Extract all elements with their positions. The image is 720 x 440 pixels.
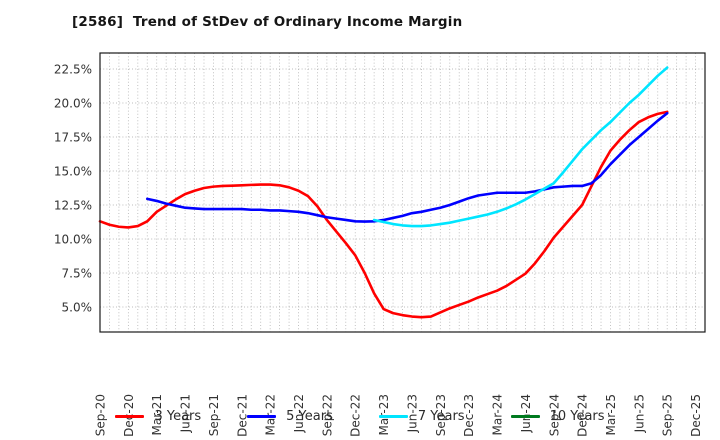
svg-text:20.0%: 20.0%: [54, 97, 92, 111]
svg-text:Jun-21: Jun-21: [179, 394, 193, 433]
chart-title: [2586] Trend of StDev of Ordinary Income…: [72, 14, 463, 30]
svg-text:Jun-25: Jun-25: [632, 394, 646, 433]
series-lines: [98, 66, 669, 319]
svg-text:Dec-25: Dec-25: [689, 394, 703, 437]
legend-item-7-years: 7 Years: [378, 408, 465, 424]
svg-text:Dec-21: Dec-21: [235, 394, 249, 437]
legend-line-swatch-icon: [247, 414, 277, 418]
y-tick-labels: 5.0% 7.5% 10.0% 12.5% 15.0% 17.5% 20.0% 22.5%: [54, 63, 92, 315]
x-gridlines: [109, 53, 696, 332]
svg-text:Sep-21: Sep-21: [207, 394, 221, 436]
svg-text:Sep-25: Sep-25: [661, 394, 675, 436]
legend-item-5-years: 5 Years: [247, 409, 333, 424]
svg-text:Sep-22: Sep-22: [320, 394, 334, 436]
series-line-5-years: [145, 111, 669, 223]
legend-label: 5 Years: [286, 408, 333, 424]
legend-item-3-years: 3 Years: [115, 409, 201, 424]
svg-text:Sep-23: Sep-23: [434, 394, 448, 436]
svg-text:Dec-23: Dec-23: [462, 394, 476, 437]
svg-text:7.5%: 7.5%: [62, 267, 93, 281]
svg-text:15.0%: 15.0%: [54, 165, 92, 179]
svg-text:10.0%: 10.0%: [54, 233, 92, 247]
legend-label: 10 Years: [549, 408, 605, 424]
svg-text:Mar-24: Mar-24: [491, 394, 505, 435]
svg-text:Mar-21: Mar-21: [150, 394, 164, 435]
svg-text:Jun-24: Jun-24: [519, 394, 533, 433]
x-tick-labels: Sep-20Dec-20Mar-21Jun-21Sep-21Dec-21Mar-…: [94, 394, 704, 437]
svg-text:22.5%: 22.5%: [54, 63, 92, 77]
svg-text:Jun-22: Jun-22: [292, 394, 306, 433]
svg-text:Mar-25: Mar-25: [604, 394, 618, 435]
legend-label: 7 Years: [417, 408, 465, 424]
svg-text:Jun-23: Jun-23: [405, 394, 419, 433]
svg-text:Sep-20: Sep-20: [94, 394, 108, 436]
svg-text:12.5%: 12.5%: [54, 199, 92, 213]
svg-text:5.0%: 5.0%: [62, 301, 93, 315]
legend-label: 3 Years: [154, 408, 202, 424]
legend-line-swatch-icon: [378, 414, 408, 418]
legend-line-swatch-icon: [510, 414, 540, 418]
svg-text:Dec-24: Dec-24: [576, 394, 590, 437]
svg-text:Dec-22: Dec-22: [349, 394, 363, 437]
legend-item-10-years: 10 Years: [510, 408, 605, 424]
plot-border: [99, 52, 706, 333]
series-line-7-years: [372, 66, 669, 228]
svg-text:17.5%: 17.5%: [54, 131, 92, 145]
svg-text:Sep-24: Sep-24: [547, 394, 561, 436]
legend-line-swatch-icon: [115, 414, 145, 418]
series-line-3-years: [98, 110, 669, 319]
legend: 3 Years 5 Years 7 Years 10 Years: [0, 401, 720, 431]
